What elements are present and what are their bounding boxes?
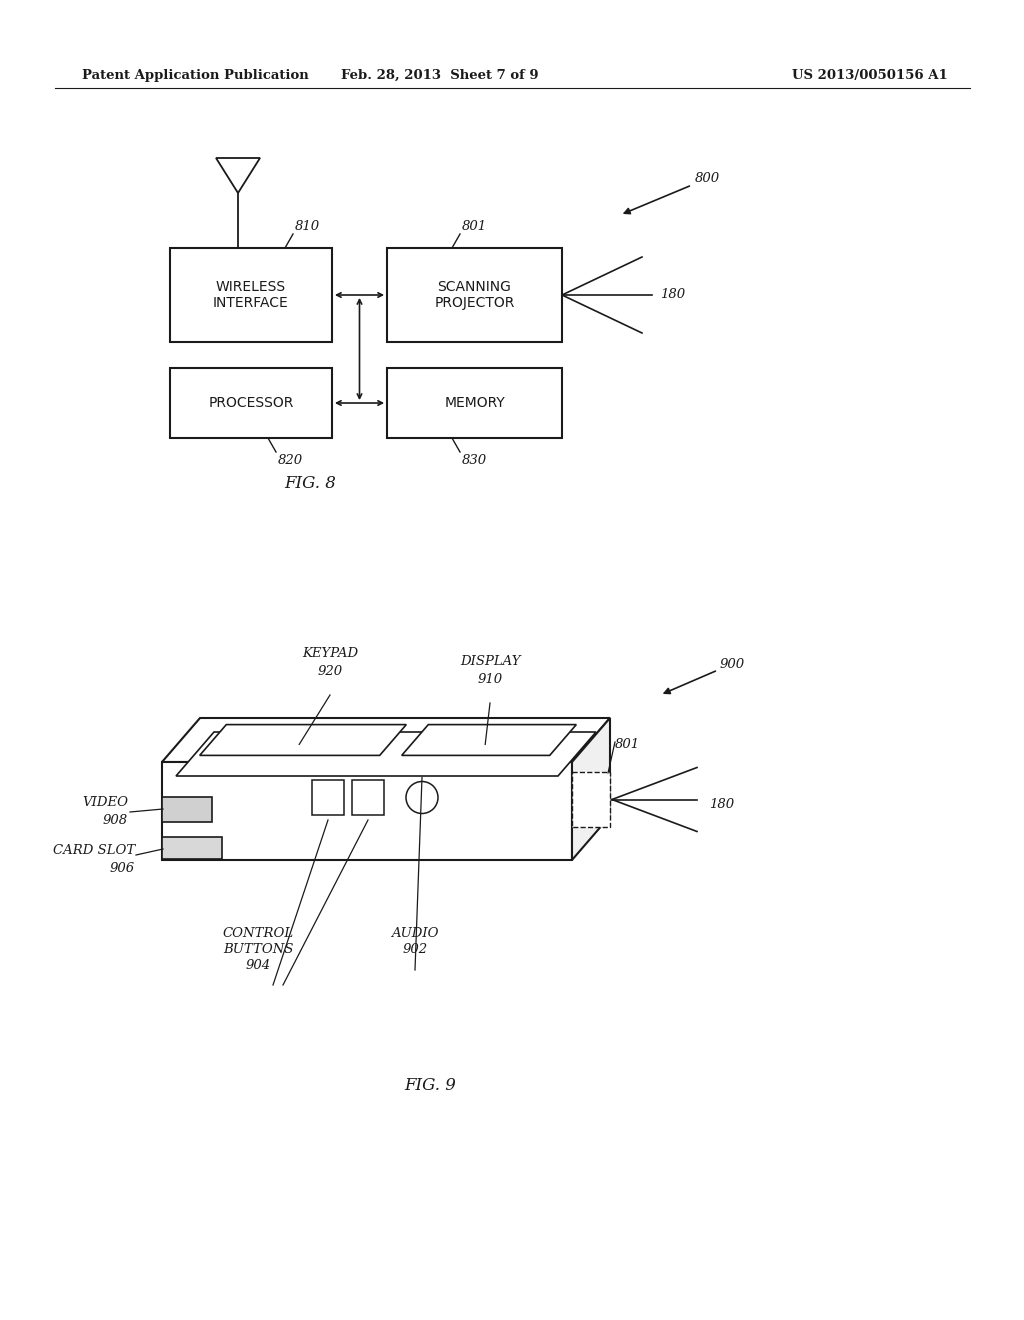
Polygon shape bbox=[162, 718, 610, 762]
Text: 180: 180 bbox=[660, 289, 685, 301]
Text: VIDEO: VIDEO bbox=[82, 796, 128, 809]
Text: 910: 910 bbox=[477, 673, 503, 686]
Text: 902: 902 bbox=[402, 942, 428, 956]
Polygon shape bbox=[176, 733, 596, 776]
Text: 900: 900 bbox=[720, 659, 745, 672]
Polygon shape bbox=[352, 780, 384, 814]
Text: 830: 830 bbox=[462, 454, 487, 466]
Polygon shape bbox=[401, 725, 577, 755]
Text: FIG. 9: FIG. 9 bbox=[404, 1077, 456, 1093]
Text: 801: 801 bbox=[615, 738, 640, 751]
Polygon shape bbox=[572, 772, 610, 828]
Text: CARD SLOT: CARD SLOT bbox=[53, 843, 135, 857]
Bar bbox=[387, 248, 562, 342]
Polygon shape bbox=[162, 762, 572, 861]
Text: 906: 906 bbox=[110, 862, 135, 874]
Text: 801: 801 bbox=[462, 219, 487, 232]
Text: PROCESSOR: PROCESSOR bbox=[208, 396, 294, 411]
Bar bbox=[170, 248, 332, 342]
Text: Feb. 28, 2013  Sheet 7 of 9: Feb. 28, 2013 Sheet 7 of 9 bbox=[341, 69, 539, 82]
Text: Patent Application Publication: Patent Application Publication bbox=[82, 69, 309, 82]
Text: 820: 820 bbox=[278, 454, 303, 466]
Polygon shape bbox=[572, 718, 610, 861]
Bar bbox=[170, 368, 332, 438]
Text: 920: 920 bbox=[317, 665, 343, 678]
Text: KEYPAD: KEYPAD bbox=[302, 647, 358, 660]
Text: US 2013/0050156 A1: US 2013/0050156 A1 bbox=[793, 69, 948, 82]
Text: 180: 180 bbox=[709, 799, 734, 810]
Polygon shape bbox=[162, 797, 212, 822]
Text: 908: 908 bbox=[102, 813, 128, 826]
Text: FIG. 8: FIG. 8 bbox=[284, 474, 336, 491]
Text: 800: 800 bbox=[695, 172, 720, 185]
Polygon shape bbox=[200, 725, 407, 755]
Text: 810: 810 bbox=[295, 219, 321, 232]
Bar bbox=[387, 368, 562, 438]
Text: 904: 904 bbox=[246, 960, 270, 972]
Text: BUTTONS: BUTTONS bbox=[223, 942, 293, 956]
Text: WIRELESS
INTERFACE: WIRELESS INTERFACE bbox=[213, 280, 289, 310]
Text: DISPLAY: DISPLAY bbox=[460, 655, 520, 668]
Text: AUDIO: AUDIO bbox=[391, 927, 438, 940]
Text: SCANNING
PROJECTOR: SCANNING PROJECTOR bbox=[434, 280, 515, 310]
Polygon shape bbox=[312, 780, 344, 814]
Circle shape bbox=[406, 781, 438, 813]
Text: MEMORY: MEMORY bbox=[444, 396, 505, 411]
Polygon shape bbox=[162, 837, 222, 859]
Text: CONTROL: CONTROL bbox=[222, 927, 294, 940]
